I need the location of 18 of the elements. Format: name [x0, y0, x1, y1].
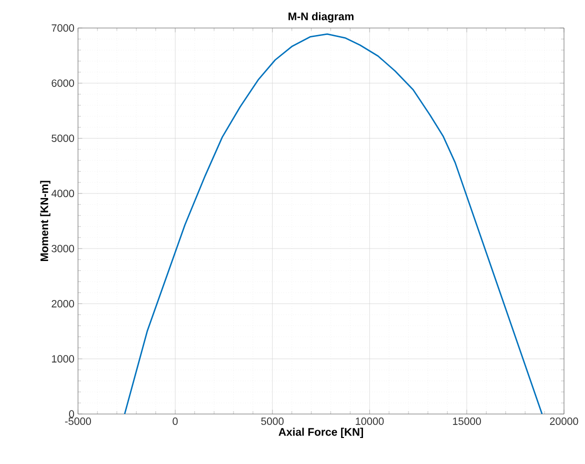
y-tick-label: 2000	[52, 300, 74, 308]
x-tick-label: -5000	[65, 418, 91, 425]
x-tick-label: 20000	[550, 418, 578, 425]
y-tick-label: 4000	[51, 190, 74, 198]
y-tick-label: 7000	[52, 24, 74, 32]
x-axis-title: Axial Force [KN]	[278, 428, 363, 438]
y-tick-label: 0	[69, 410, 74, 418]
y-tick-label: 3000	[52, 244, 74, 252]
x-tick-label: 5000	[261, 418, 284, 425]
line-series	[124, 33, 543, 414]
y-tick-label: 5000	[52, 134, 74, 142]
chart-title: M-N diagram	[288, 12, 354, 23]
x-tick-label: 15000	[453, 418, 481, 425]
y-axis-title: Moment [KN-m]	[40, 180, 50, 262]
y-tick-label: 1000	[52, 355, 74, 363]
y-tick-label: 6000	[52, 79, 74, 87]
x-tick-label: 10000	[356, 418, 384, 425]
x-tick-label: 0	[172, 418, 178, 425]
